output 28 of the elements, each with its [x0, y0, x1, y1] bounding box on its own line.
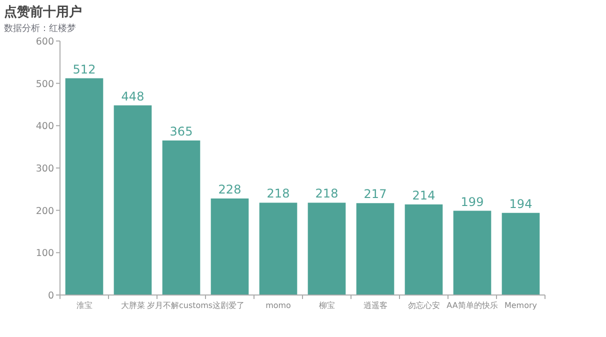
ytick: 0	[48, 290, 54, 302]
xtick: 逍遥客	[363, 301, 388, 310]
data-label: 194	[509, 196, 532, 211]
ytick: 500	[36, 78, 54, 90]
data-label: 228	[218, 182, 242, 196]
ytick: 600	[36, 36, 54, 48]
data-label: 512	[72, 62, 96, 76]
xtick: 大胖菜	[120, 301, 145, 310]
ytick: 200	[36, 206, 54, 217]
subtitle: 数据分析：红楼梦	[4, 24, 76, 34]
data-label: 448	[121, 89, 144, 104]
data-label: 199	[460, 194, 484, 209]
xtick: 勿忘心安	[408, 301, 440, 310]
data-label: 218	[266, 186, 290, 201]
ytick: 300	[36, 164, 54, 174]
data-label: 365	[170, 124, 193, 138]
data-label: 214	[412, 188, 436, 202]
xtick: 柳宝	[318, 301, 335, 310]
xtick: 淮宝	[76, 301, 92, 310]
title: 点赞前十用户	[4, 5, 82, 20]
xtick: momo	[266, 301, 291, 310]
xtick: Memory	[504, 301, 538, 310]
ytick: 100	[36, 248, 54, 260]
xtick: 岁月不解customs这剧爱了	[146, 301, 245, 310]
data-label: 218	[315, 186, 338, 201]
xtick: AA简单的快乐	[446, 301, 498, 310]
data-label: 217	[364, 187, 387, 202]
ytick: 400	[36, 121, 54, 132]
